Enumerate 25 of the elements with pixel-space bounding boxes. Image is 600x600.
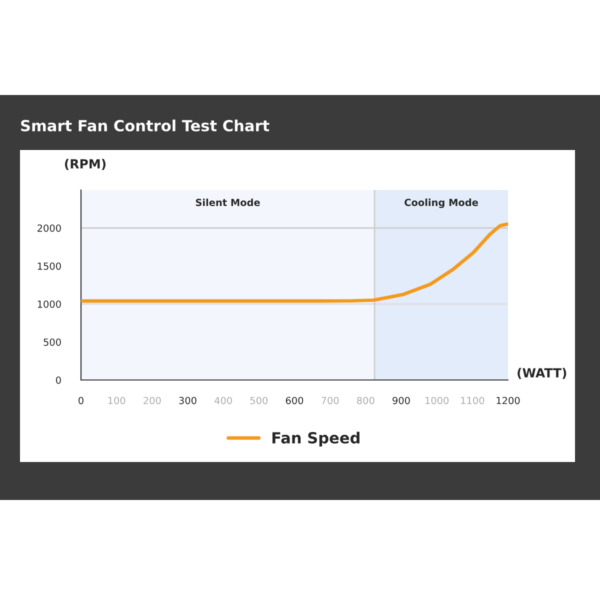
x-tick-label: 1100 bbox=[461, 396, 484, 404]
chart-title: Smart Fan Control Test Chart bbox=[21, 120, 270, 132]
x-tick-label: 400 bbox=[214, 396, 232, 404]
x-tick-label: 1000 bbox=[426, 396, 449, 404]
x-tick-label: 200 bbox=[144, 396, 161, 404]
x-tick-label: 0 bbox=[78, 396, 84, 404]
line-series bbox=[81, 222, 508, 303]
y-tick-label: 2000 bbox=[38, 224, 61, 232]
y-tick-label: 1500 bbox=[38, 262, 61, 270]
x-axis-title: (WATT) bbox=[518, 368, 566, 380]
y-axis-title: (RPM) bbox=[64, 158, 106, 170]
x-tick-label: 700 bbox=[322, 396, 339, 404]
band-label: Cooling Mode bbox=[404, 198, 478, 208]
band-label: Silent Mode bbox=[196, 198, 260, 206]
x-tick-label: 300 bbox=[179, 396, 196, 404]
x-tick-label: 500 bbox=[250, 396, 268, 404]
y-tick-label: 1000 bbox=[38, 300, 61, 308]
x-tick-label: 900 bbox=[392, 396, 410, 404]
x-tick-label: 600 bbox=[286, 396, 304, 404]
legend-label: Fan Speed bbox=[272, 432, 360, 447]
y-tick-label: 0 bbox=[56, 376, 61, 384]
x-tick-label: 100 bbox=[108, 396, 126, 404]
x-tick-label: 800 bbox=[357, 396, 374, 404]
y-tick-label: 500 bbox=[44, 338, 61, 346]
x-tick-label: 1200 bbox=[496, 396, 520, 404]
